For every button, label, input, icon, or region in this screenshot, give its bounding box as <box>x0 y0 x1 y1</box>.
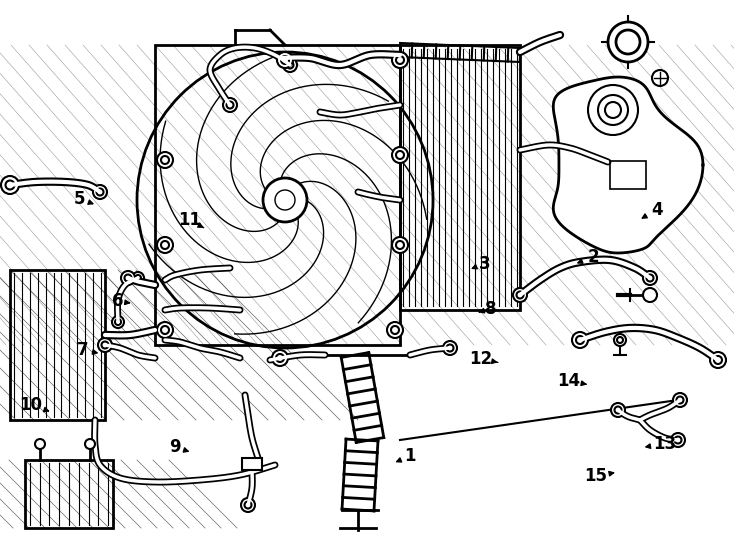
Circle shape <box>710 352 726 368</box>
Circle shape <box>677 396 683 403</box>
Circle shape <box>652 70 668 86</box>
Circle shape <box>576 336 584 344</box>
Circle shape <box>605 102 621 118</box>
Circle shape <box>115 319 121 325</box>
Bar <box>242 458 262 470</box>
Circle shape <box>157 152 173 168</box>
Circle shape <box>283 58 297 72</box>
Circle shape <box>392 147 408 163</box>
Circle shape <box>614 334 626 346</box>
Text: 9: 9 <box>169 438 188 456</box>
Circle shape <box>643 288 657 302</box>
Circle shape <box>276 354 284 362</box>
Text: 8: 8 <box>479 300 496 318</box>
Text: 4: 4 <box>642 200 663 219</box>
Circle shape <box>286 62 294 69</box>
Circle shape <box>608 22 648 62</box>
Bar <box>155 45 400 345</box>
Circle shape <box>96 188 103 195</box>
Text: 10: 10 <box>19 396 48 414</box>
Circle shape <box>517 292 523 299</box>
Circle shape <box>588 85 638 135</box>
Circle shape <box>112 316 124 328</box>
Circle shape <box>227 102 233 109</box>
Circle shape <box>1 176 19 194</box>
Circle shape <box>121 271 135 285</box>
Circle shape <box>161 326 169 334</box>
Circle shape <box>614 407 622 414</box>
Circle shape <box>35 439 45 449</box>
Bar <box>25 460 113 528</box>
Text: 13: 13 <box>646 435 676 453</box>
Circle shape <box>241 498 255 512</box>
Text: 5: 5 <box>73 190 92 208</box>
Polygon shape <box>553 77 703 253</box>
Circle shape <box>157 237 173 253</box>
Circle shape <box>101 341 109 348</box>
Circle shape <box>263 178 307 222</box>
Circle shape <box>5 180 15 190</box>
Text: 12: 12 <box>469 350 498 368</box>
Circle shape <box>98 338 112 352</box>
Circle shape <box>161 156 169 164</box>
Circle shape <box>272 350 288 366</box>
Circle shape <box>157 322 173 338</box>
Circle shape <box>223 98 237 112</box>
Circle shape <box>643 271 657 285</box>
Circle shape <box>244 502 252 509</box>
Circle shape <box>125 274 131 281</box>
Text: 6: 6 <box>112 292 129 310</box>
Circle shape <box>392 52 408 68</box>
Circle shape <box>132 272 144 284</box>
Circle shape <box>161 241 169 249</box>
Circle shape <box>675 436 681 443</box>
Circle shape <box>617 337 623 343</box>
Text: 3: 3 <box>472 254 490 273</box>
Circle shape <box>671 433 685 447</box>
Text: 2: 2 <box>578 247 599 266</box>
Circle shape <box>396 151 404 159</box>
Bar <box>400 45 520 310</box>
Circle shape <box>647 274 653 281</box>
Circle shape <box>714 356 722 364</box>
Bar <box>610 161 646 189</box>
Circle shape <box>396 241 404 249</box>
Text: 11: 11 <box>178 211 203 230</box>
Circle shape <box>277 52 293 68</box>
Circle shape <box>616 30 640 54</box>
Circle shape <box>387 322 403 338</box>
Circle shape <box>93 185 107 199</box>
Circle shape <box>281 56 289 64</box>
Circle shape <box>392 237 408 253</box>
Circle shape <box>396 56 404 64</box>
Circle shape <box>513 288 527 302</box>
Circle shape <box>572 332 588 348</box>
Circle shape <box>446 345 454 352</box>
Circle shape <box>598 95 628 125</box>
Circle shape <box>673 393 687 407</box>
Text: 1: 1 <box>396 447 415 465</box>
Circle shape <box>85 439 95 449</box>
Circle shape <box>611 403 625 417</box>
Text: 14: 14 <box>557 372 586 390</box>
Circle shape <box>391 326 399 334</box>
Text: 15: 15 <box>584 467 614 485</box>
Bar <box>10 270 105 420</box>
Text: 7: 7 <box>76 341 97 359</box>
Circle shape <box>135 275 141 281</box>
Circle shape <box>443 341 457 355</box>
